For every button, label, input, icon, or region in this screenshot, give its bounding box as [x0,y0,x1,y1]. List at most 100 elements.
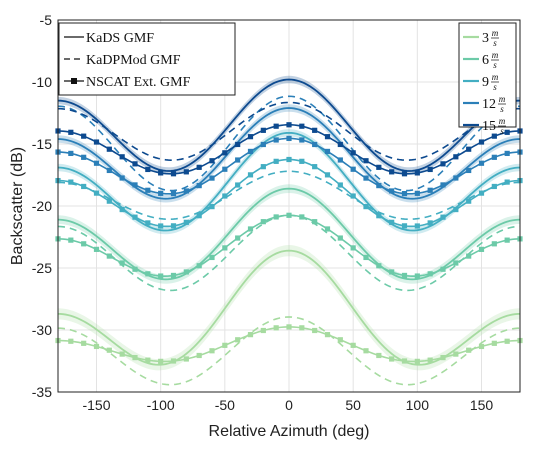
x-tick-label: -150 [82,397,110,413]
x-tick-label: 100 [406,397,430,413]
nscat-marker [81,241,87,247]
nscat-marker [389,169,395,175]
nscat-marker [260,327,266,334]
legend-unit-denominator: s [493,82,497,92]
nscat-marker [235,141,241,148]
nscat-marker [376,183,382,189]
nscat-marker [106,253,112,259]
nscat-marker [401,358,408,364]
nscat-marker [145,220,151,226]
nscat-marker [478,139,485,145]
nscat-marker [312,164,318,170]
nscat-marker [119,351,125,357]
nscat-marker [466,167,472,174]
nscat-marker [337,182,343,188]
x-axis-label: Relative Azimuth (deg) [209,423,370,440]
nscat-marker [93,190,100,196]
nscat-marker [247,226,254,232]
legend-unit-denominator: s [500,126,504,136]
nscat-marker [427,357,433,363]
y-tick-label: -30 [32,322,52,338]
nscat-marker [440,214,446,220]
nscat-marker [183,356,189,362]
nscat-marker [81,340,87,346]
nscat-marker [222,166,228,172]
nscat-marker [183,219,189,225]
nscat-marker [350,150,356,156]
nscat-marker [363,204,369,210]
legend-models: KaDS GMF KaDPMod GMF NSCAT Ext. GMF [58,22,236,96]
nscat-marker [81,183,87,190]
nscat-marker [299,214,305,220]
nscat-marker [389,219,395,225]
legend-unit-numerator: m [492,50,499,60]
nscat-marker [247,134,254,140]
nscat-marker [478,160,485,166]
legend-unit-numerator: m [492,28,499,38]
nscat-marker [312,327,318,334]
x-tick-label: 150 [470,397,494,413]
nscat-marker [401,171,408,177]
nscat-marker [196,183,202,189]
nscat-marker [81,154,87,160]
nscat-marker [235,235,241,241]
nscat-marker [504,129,510,135]
x-tick-label: -100 [147,397,175,413]
nscat-marker [427,166,433,173]
legend-unit-numerator: m [499,94,506,104]
nscat-marker [440,182,446,188]
nscat-marker [466,198,472,204]
nscat-marker [145,187,151,193]
nscat-marker [491,133,497,139]
nscat-marker [337,141,343,148]
nscat-marker [119,260,125,266]
nscat-marker [222,245,228,251]
nscat-marker [350,245,356,251]
y-tick-label: -20 [32,198,52,214]
nscat-marker [222,193,228,199]
nscat-marker [478,190,485,196]
nscat-marker [119,154,125,160]
nscat-marker [183,169,189,175]
nscat-marker [414,358,420,364]
nscat-marker [299,325,305,331]
nscat-marker [286,212,292,218]
nscat-marker [427,220,433,226]
series-line-3-ms-kadpmod-gmf [57,316,521,386]
nscat-marker [235,337,241,343]
nscat-marker [158,223,164,229]
nscat-marker [299,158,305,164]
nscat-marker [350,342,356,348]
nscat-marker [491,340,497,346]
nscat-marker [235,157,241,163]
series-line-15-ms-kads-gmf [57,78,521,172]
nscat-marker [491,241,497,247]
series-line-12-ms-kadpmod-gmf [57,95,521,192]
y-tick-label: -25 [32,260,52,276]
nscat-marker [337,235,343,241]
nscat-marker [478,343,485,350]
nscat-marker [209,254,215,261]
nscat-marker [93,139,100,145]
nscat-marker [132,161,138,167]
nscat-marker [389,188,395,194]
legend-label-kads: KaDS GMF [86,31,154,46]
nscat-marker [273,325,279,331]
legend-models-box [58,22,236,96]
nscat-marker [491,183,497,190]
nscat-marker [401,223,408,229]
nscat-marker [324,148,331,155]
nscat-marker [376,263,382,269]
nscat-marker [337,337,343,343]
nscat-marker [350,166,356,172]
nscat-marker [324,332,331,338]
nscat-marker [209,348,215,354]
nscat-marker [363,158,369,164]
x-tick-label: 50 [345,397,361,413]
plot-frame [57,19,521,393]
nscat-marker [273,137,279,143]
nscat-marker [504,179,510,185]
y-tick-label: -15 [32,136,52,152]
nscat-marker [466,347,472,353]
nscat-marker [209,175,215,181]
